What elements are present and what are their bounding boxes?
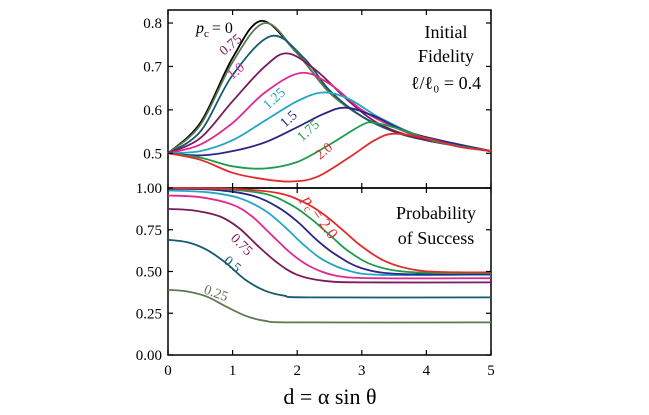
top-title-line-2: Fidelity xyxy=(418,46,474,66)
x-axis-label: d = α sin θ xyxy=(283,384,376,409)
y-tick-label: 1.00 xyxy=(136,181,162,197)
top-curve-label-1.75: 1.75 xyxy=(295,117,323,145)
y-tick-label: 0.25 xyxy=(136,306,162,322)
bottom-curve-label-0.25: 0.25 xyxy=(202,283,230,305)
top-pc-symbol: p xyxy=(195,20,204,37)
bottom-pc-subscript: c xyxy=(301,204,314,215)
x-tick-label: 5 xyxy=(487,363,495,379)
probability-curve-pc-0.75 xyxy=(167,208,492,284)
probability-curve-pc-0.5 xyxy=(167,238,492,299)
probability-curve-pc-2.0 xyxy=(167,187,492,274)
x-tick-label: 4 xyxy=(423,363,431,379)
top-pc-label: pc = 0 xyxy=(195,20,233,40)
length-ratio-label: ℓ/ℓ₀ = 0.4 xyxy=(411,73,481,93)
bottom-title-line-1: Probability xyxy=(396,203,476,223)
probability-curve-pc-1.75 xyxy=(167,187,492,275)
bottom-pc-label: pc= 2.0 xyxy=(296,192,341,244)
top-panel-ticks: 0.5 0.6 0.7 0.8 xyxy=(143,10,492,188)
top-pc-subscript: c xyxy=(204,28,209,40)
y-tick-label: 0.50 xyxy=(136,265,162,281)
probability-curve-pc-1.25 xyxy=(167,189,492,277)
y-tick-label: 0.6 xyxy=(143,103,162,119)
x-tick-label: 1 xyxy=(229,363,237,379)
y-tick-label: 0.8 xyxy=(143,16,162,32)
fidelity-curve-pc-1.5 xyxy=(167,106,492,157)
fidelity-curve-pc-2.0 xyxy=(167,132,492,183)
y-tick-label: 0.75 xyxy=(136,223,162,239)
bottom-title-line-2: of Success xyxy=(398,228,474,248)
y-tick-label: 0.5 xyxy=(143,146,162,162)
top-title-line-1: Initial xyxy=(425,22,468,42)
x-tick-label: 2 xyxy=(293,363,301,379)
probability-curve-pc-1.5 xyxy=(167,187,492,276)
bottom-panel-curves xyxy=(167,187,492,324)
y-tick-label: 0.7 xyxy=(143,59,162,75)
probability-curve-pc-1.0 xyxy=(167,194,492,280)
x-tick-label: 3 xyxy=(358,363,366,379)
x-tick-label: 0 xyxy=(164,363,172,379)
bottom-panel-ticks: 0.00 0.25 0.50 0.75 1.00 0 1 2 3 4 5 xyxy=(136,181,495,379)
fidelity-curve-pc-1.75 xyxy=(167,121,492,170)
top-panel-curves xyxy=(167,20,492,183)
y-tick-label: 0.00 xyxy=(136,348,162,364)
bottom-curve-label-0.5: 0.5 xyxy=(220,254,243,277)
probability-curve-pc-0.25 xyxy=(167,289,492,324)
top-pc-value: = 0 xyxy=(212,20,233,37)
